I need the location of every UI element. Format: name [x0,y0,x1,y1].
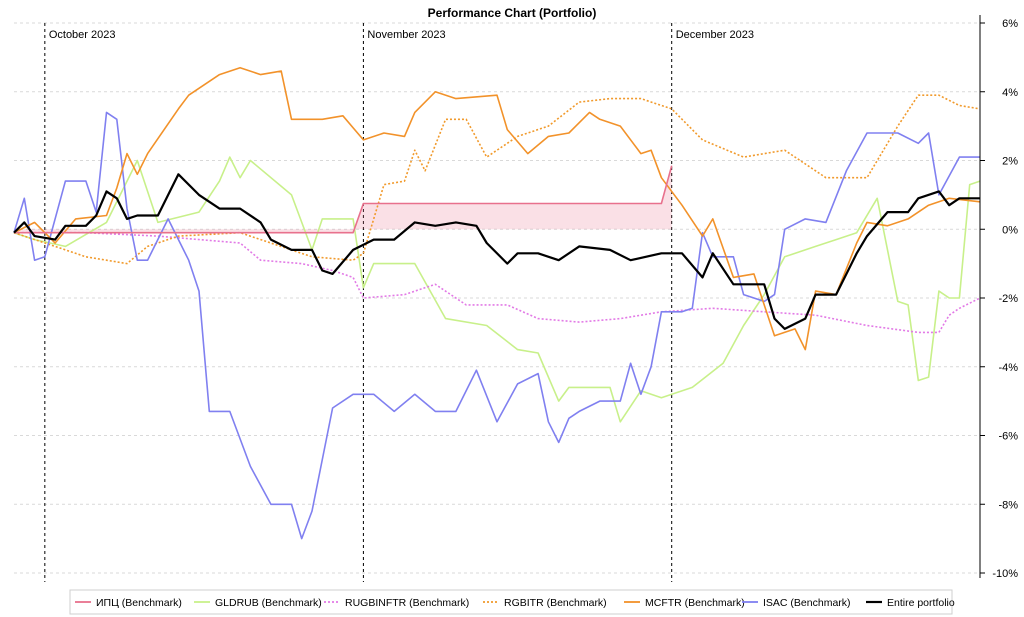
series-line-gldrub-benchmark [13,156,981,423]
month-label: November 2023 [367,29,445,41]
series-line-benchmark [14,165,673,234]
y-tick-label: -8% [998,499,1018,511]
month-markers: October 2023 November 2023 December 2023 [44,23,754,582]
y-tick-label: 0% [1002,224,1018,236]
month-label: December 2023 [676,29,754,41]
y-tick-label: -2% [998,293,1018,305]
legend-item-isac-benchmark[interactable]: ISAC (Benchmark) [742,597,851,609]
legend-label: ИПЦ (Benchmark) [96,597,182,609]
legend-item-gldrub-benchmark[interactable]: GLDRUB (Benchmark) [194,597,322,609]
legend-label: RGBITR (Benchmark) [504,597,607,609]
legend-box [69,589,953,615]
y-tick-label: 6% [1002,18,1018,30]
y-axis: 6% 4% 2% 0% -2% -4% -6% -8% -10% [979,15,1018,580]
legend-item-benchmark[interactable]: ИПЦ (Benchmark) [75,597,182,609]
legend-item-rgbitr-benchmark[interactable]: RGBITR (Benchmark) [483,597,607,609]
y-tick-label: 2% [1002,156,1018,168]
legend-label: ISAC (Benchmark) [763,597,851,609]
legend-item-entire-portfolio[interactable]: Entire portfolio [866,597,955,609]
month-label: October 2023 [49,29,116,41]
legend-item-rugbinftr-benchmark[interactable]: RUGBINFTR (Benchmark) [324,597,469,609]
fill-layer [14,165,672,233]
y-tick-label: -6% [998,431,1018,443]
legend-label: Entire portfolio [887,597,955,609]
y-tick-label: 4% [1002,87,1018,99]
series-line-mcftr-benchmark [13,66,981,351]
series-line-rgbitr-benchmark [13,94,981,265]
y-tick-label: -4% [998,362,1018,374]
legend-label: RUGBINFTR (Benchmark) [345,597,469,609]
y-tick-label: -10% [992,568,1018,580]
legend-label: MCFTR (Benchmark) [645,597,745,609]
series-line-entire-portfolio [13,173,980,330]
legend-item-mcftr-benchmark[interactable]: MCFTR (Benchmark) [624,597,745,609]
grid-layer [14,22,980,574]
series-fill-benchmark [14,165,672,233]
legend: ИПЦ (Benchmark) GLDRUB (Benchmark) RUGBINF… [69,589,955,615]
series-layer [13,66,981,540]
legend-label: GLDRUB (Benchmark) [215,597,322,609]
series-line-isac-benchmark [13,111,980,540]
chart-title: Performance Chart (Portfolio) [428,6,597,20]
series-line-rugbinftr-benchmark [14,231,981,334]
